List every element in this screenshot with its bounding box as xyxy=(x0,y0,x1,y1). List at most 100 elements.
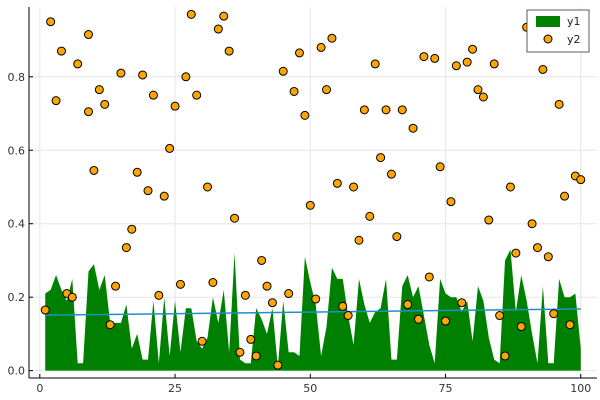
y2-point xyxy=(267,298,277,308)
y2-point xyxy=(462,57,472,67)
y2-point xyxy=(532,243,542,253)
y2-point xyxy=(116,68,126,78)
y2-point xyxy=(468,44,478,54)
y-tick-label: 0.0 xyxy=(8,365,26,378)
y2-point xyxy=(186,9,196,19)
y2-point xyxy=(500,351,510,361)
y2-point xyxy=(457,298,467,308)
y2-point xyxy=(554,99,564,109)
y2-point xyxy=(73,59,83,69)
y2-point xyxy=(322,85,332,95)
y2-point xyxy=(381,105,391,115)
y2-point xyxy=(197,336,207,346)
y2-point xyxy=(40,305,50,315)
y2-point xyxy=(527,219,537,229)
y2-point xyxy=(365,211,375,221)
y2-point xyxy=(46,17,56,27)
y2-point xyxy=(478,92,488,102)
y2-point xyxy=(408,123,418,133)
y2-point xyxy=(435,162,445,172)
y2-point xyxy=(543,252,553,262)
y2-point xyxy=(105,320,115,330)
y2-point xyxy=(316,42,326,52)
y2-scatter-series xyxy=(40,9,586,370)
y2-point xyxy=(203,182,213,192)
y2-point xyxy=(451,61,461,71)
y2-point xyxy=(511,248,521,258)
x-tick-label: 50 xyxy=(303,382,317,395)
y2-point xyxy=(484,215,494,225)
y2-point xyxy=(392,232,402,242)
y2-point xyxy=(403,300,413,310)
y2-point xyxy=(235,347,245,357)
x-tick-label: 100 xyxy=(570,382,591,395)
y2-point xyxy=(424,272,434,282)
y2-point xyxy=(51,96,61,106)
y2-point xyxy=(576,175,586,185)
y2-point xyxy=(300,110,310,120)
y2-point xyxy=(495,311,505,321)
y2-point xyxy=(305,200,315,210)
y2-point xyxy=(284,289,294,299)
y2-point xyxy=(349,182,359,192)
y2-point xyxy=(262,281,272,291)
y2-point xyxy=(159,191,169,201)
y-tick-label: 0.6 xyxy=(8,144,26,157)
legend-swatch-y1 xyxy=(536,16,560,27)
legend-label-y2: y2 xyxy=(567,33,581,46)
y2-point xyxy=(94,85,104,95)
y2-point xyxy=(224,46,234,56)
y2-point xyxy=(100,99,110,109)
y2-point xyxy=(343,311,353,321)
y2-point xyxy=(138,70,148,80)
trend-line-series xyxy=(45,308,581,316)
y2-point xyxy=(386,169,396,179)
y2-point xyxy=(111,281,121,291)
y2-point xyxy=(327,33,337,43)
y1-area xyxy=(45,249,581,371)
y2-point xyxy=(273,360,283,370)
y2-point xyxy=(549,309,559,319)
y2-point xyxy=(278,66,288,76)
y2-point xyxy=(127,224,137,234)
y2-point xyxy=(148,90,158,100)
y2-point xyxy=(175,279,185,289)
y2-point xyxy=(359,105,369,115)
y2-point xyxy=(560,191,570,201)
y2-point xyxy=(192,90,202,100)
y2-point xyxy=(240,290,250,300)
y2-point xyxy=(332,178,342,188)
y2-point xyxy=(246,334,256,344)
y2-point xyxy=(505,182,515,192)
y2-point xyxy=(430,53,440,63)
y-tick-label: 0.4 xyxy=(8,218,26,231)
y1-area-series xyxy=(45,249,581,371)
y2-point xyxy=(538,64,548,74)
x-tick-label: 0 xyxy=(36,382,43,395)
y2-point xyxy=(446,197,456,207)
y2-point xyxy=(230,213,240,223)
tick-labels: 0 25 50 75 100 0.0 0.2 0.4 0.6 0.8 xyxy=(8,71,592,395)
y2-point xyxy=(376,153,386,163)
legend-label-y1: y1 xyxy=(567,15,581,28)
y2-point xyxy=(354,235,364,245)
y2-point xyxy=(311,294,321,304)
y2-point xyxy=(516,322,526,332)
y2-point xyxy=(84,107,94,117)
y2-point xyxy=(154,290,164,300)
y2-point xyxy=(67,292,77,302)
y2-point xyxy=(294,48,304,58)
legend: y1 y2 xyxy=(526,9,590,53)
y-tick-label: 0.8 xyxy=(8,71,26,84)
y2-point xyxy=(181,72,191,82)
x-tick-label: 25 xyxy=(168,382,182,395)
trend-line xyxy=(45,308,581,316)
legend-marker-y2 xyxy=(543,34,553,44)
y2-point xyxy=(132,167,142,177)
y2-point xyxy=(419,52,429,62)
y2-point xyxy=(413,314,423,324)
y2-point xyxy=(441,316,451,326)
y2-point xyxy=(121,243,131,253)
y2-point xyxy=(89,165,99,175)
